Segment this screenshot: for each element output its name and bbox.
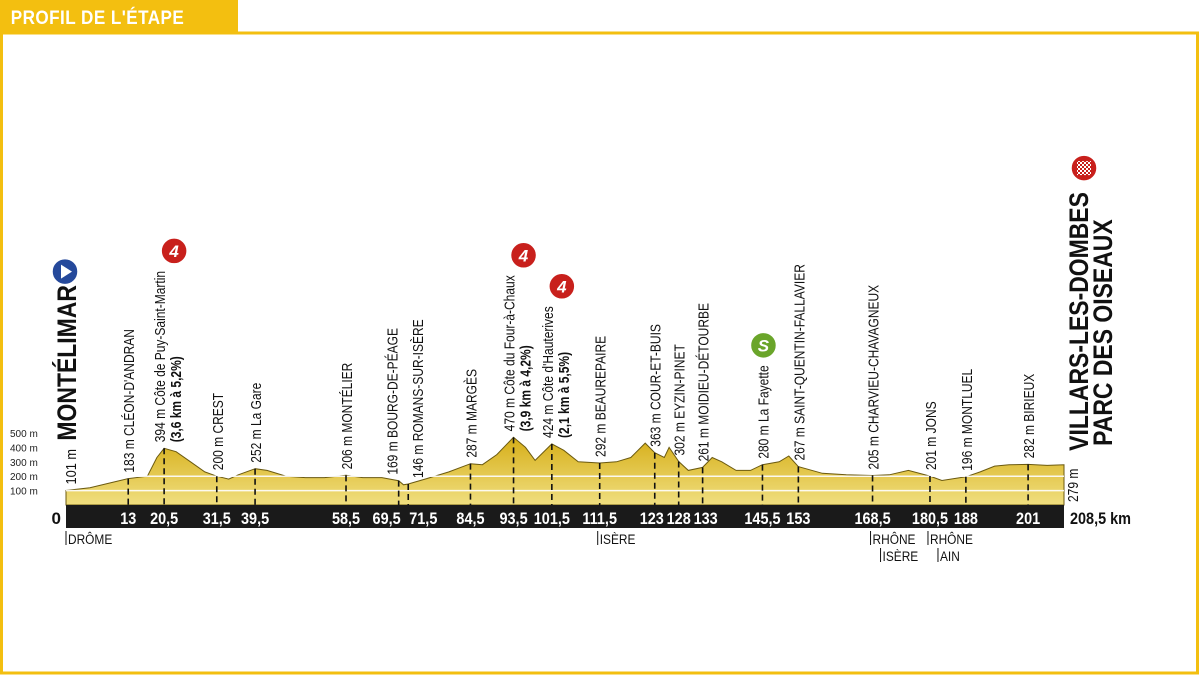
waypoint-label: 200 m CREST (210, 393, 227, 470)
climb-category-4-icon: 4 (509, 241, 538, 270)
altitude-tick-label: 300 m (10, 458, 38, 469)
waypoint-label: 169 m BOURG-DE-PÉAGE (384, 328, 401, 475)
waypoint-label: 196 m MONTLUEL (959, 368, 976, 470)
km-label: 39,5 (241, 510, 269, 528)
play-arrow-icon (61, 264, 72, 279)
climb-detail-label: (3,6 km à 5,2%) (168, 356, 185, 442)
km-label: 58,5 (332, 510, 360, 528)
marker-circle (509, 241, 538, 270)
km-label: 13 (120, 510, 136, 528)
km-label: 168,5 (854, 510, 890, 528)
marker-label: S (758, 336, 770, 355)
waypoint-label: 261 m MOIDIEU-DÉTOURBE (695, 303, 712, 461)
km-label: 20,5 (150, 510, 178, 528)
header-title: PROFIL DE L'ÉTAPE (11, 6, 184, 28)
distance-bar (66, 505, 1064, 528)
altitude-tick-label: 200 m (10, 472, 38, 483)
climb-detail-label: (3,9 km à 4,2%) (517, 345, 534, 431)
km-label: 31,5 (203, 510, 231, 528)
climb-detail-label: (2,1 km à 5,5%) (556, 352, 573, 438)
waypoint-labels: 183 m CLÉON-D'ANDRAN 394 m Côte de Puy-Sa… (51, 154, 1118, 502)
department-label: DRÔME (68, 531, 113, 547)
waypoint-label: 206 m MONTÉLIER (339, 363, 356, 470)
waypoint-label: 302 m EYZIN-PINET (671, 344, 688, 455)
climb-category-4-icon: 4 (160, 237, 188, 265)
altitude-tick-label: 100 m (10, 487, 38, 498)
waypoint-label: 394 m Côte de Puy-Saint-Martin (152, 271, 169, 442)
waypoint-label: 205 m CHARVIEU-CHAVAGNEUX (865, 285, 882, 470)
department-label: RHÔNE (873, 531, 916, 547)
km-labels: 0 208,5 km 13 20,5 31,5 39,5 58,5 69,5 71,5 84,5 9… (52, 509, 1131, 528)
km-label: 101,5 (534, 510, 570, 528)
waypoint-label: 292 m BEAUREPAIRE (592, 336, 609, 457)
sprint-marker-icon: S (749, 331, 778, 360)
department-label: ISÈRE (883, 548, 919, 564)
km-label: 145,5 (744, 510, 780, 528)
waypoint-label: 201 m JONS (923, 401, 940, 470)
gridlines (66, 475, 1064, 492)
waypoint-label: 146 m ROMANS-SUR-ISÈRE (410, 319, 427, 478)
start-marker-icon (51, 257, 79, 286)
waypoint-label: 252 m La Gare (248, 383, 265, 463)
department-label: ISÈRE (600, 531, 636, 547)
waypoint-lines (127, 437, 1029, 505)
km-label: 71,5 (409, 510, 437, 528)
km-label: 123 (640, 510, 664, 528)
km-label: 84,5 (456, 510, 484, 528)
km-label: 128 (667, 510, 691, 528)
km-label: 133 (694, 510, 718, 528)
km-label: 153 (786, 510, 810, 528)
waypoint-label: 183 m CLÉON-D'ANDRAN (121, 329, 138, 473)
finish-altitude: 279 m (1065, 469, 1082, 502)
marker-label: 4 (168, 242, 179, 261)
altitude-axis: 100 m 200 m 300 m 400 m 500 m (10, 429, 38, 498)
km-label: 69,5 (373, 510, 401, 528)
start-town: MONTÉLIMAR (51, 285, 82, 440)
waypoint-label: 280 m La Fayette (755, 365, 772, 458)
start-altitude: 101 m (62, 449, 79, 484)
km-label: 93,5 (499, 510, 527, 528)
marker-label: 4 (518, 246, 529, 265)
waypoint-label: 363 m COUR-ET-BUIS (647, 324, 664, 447)
elevation-profile (65, 436, 1065, 506)
waypoint-label: 424 m Côte d'Hauterives (540, 306, 557, 438)
km-label: 180,5 (912, 510, 948, 528)
altitude-tick-label: 500 m (10, 429, 38, 440)
km-label: 201 (1016, 510, 1040, 528)
department-label: AIN (940, 548, 960, 564)
altitude-tick-label: 400 m (10, 443, 38, 454)
marker-circle (749, 331, 778, 360)
km-label-finish: 208,5 km (1070, 510, 1131, 528)
finish-marker-icon (1070, 154, 1098, 182)
marker-circle (160, 237, 188, 265)
marker-circle (548, 272, 576, 301)
km-label: 188 (954, 510, 978, 528)
waypoint-label: 267 m SAINT-QUENTIN-FALLAVIER (791, 264, 808, 461)
km-label-start: 0 (52, 509, 61, 528)
waypoint-label: 282 m BIRIEUX (1021, 374, 1038, 459)
marker-label: 4 (556, 277, 567, 296)
checkered-flag-icon (1077, 161, 1091, 176)
finish-town-line1: VILLARS-LES-DOMBES (1064, 192, 1094, 451)
km-label: 111,5 (582, 510, 617, 528)
waypoint-label: 287 m MARGÈS (463, 369, 480, 458)
department-label: RHÔNE (930, 531, 973, 547)
climb-category-4-icon: 4 (548, 272, 576, 301)
finish-town-line2: PARC DES OISEAUX (1088, 219, 1118, 446)
waypoint-label: 470 m Côte du Four-à-Chaux (501, 275, 518, 431)
start-label: 101 m MONTÉLIMAR (51, 285, 82, 484)
